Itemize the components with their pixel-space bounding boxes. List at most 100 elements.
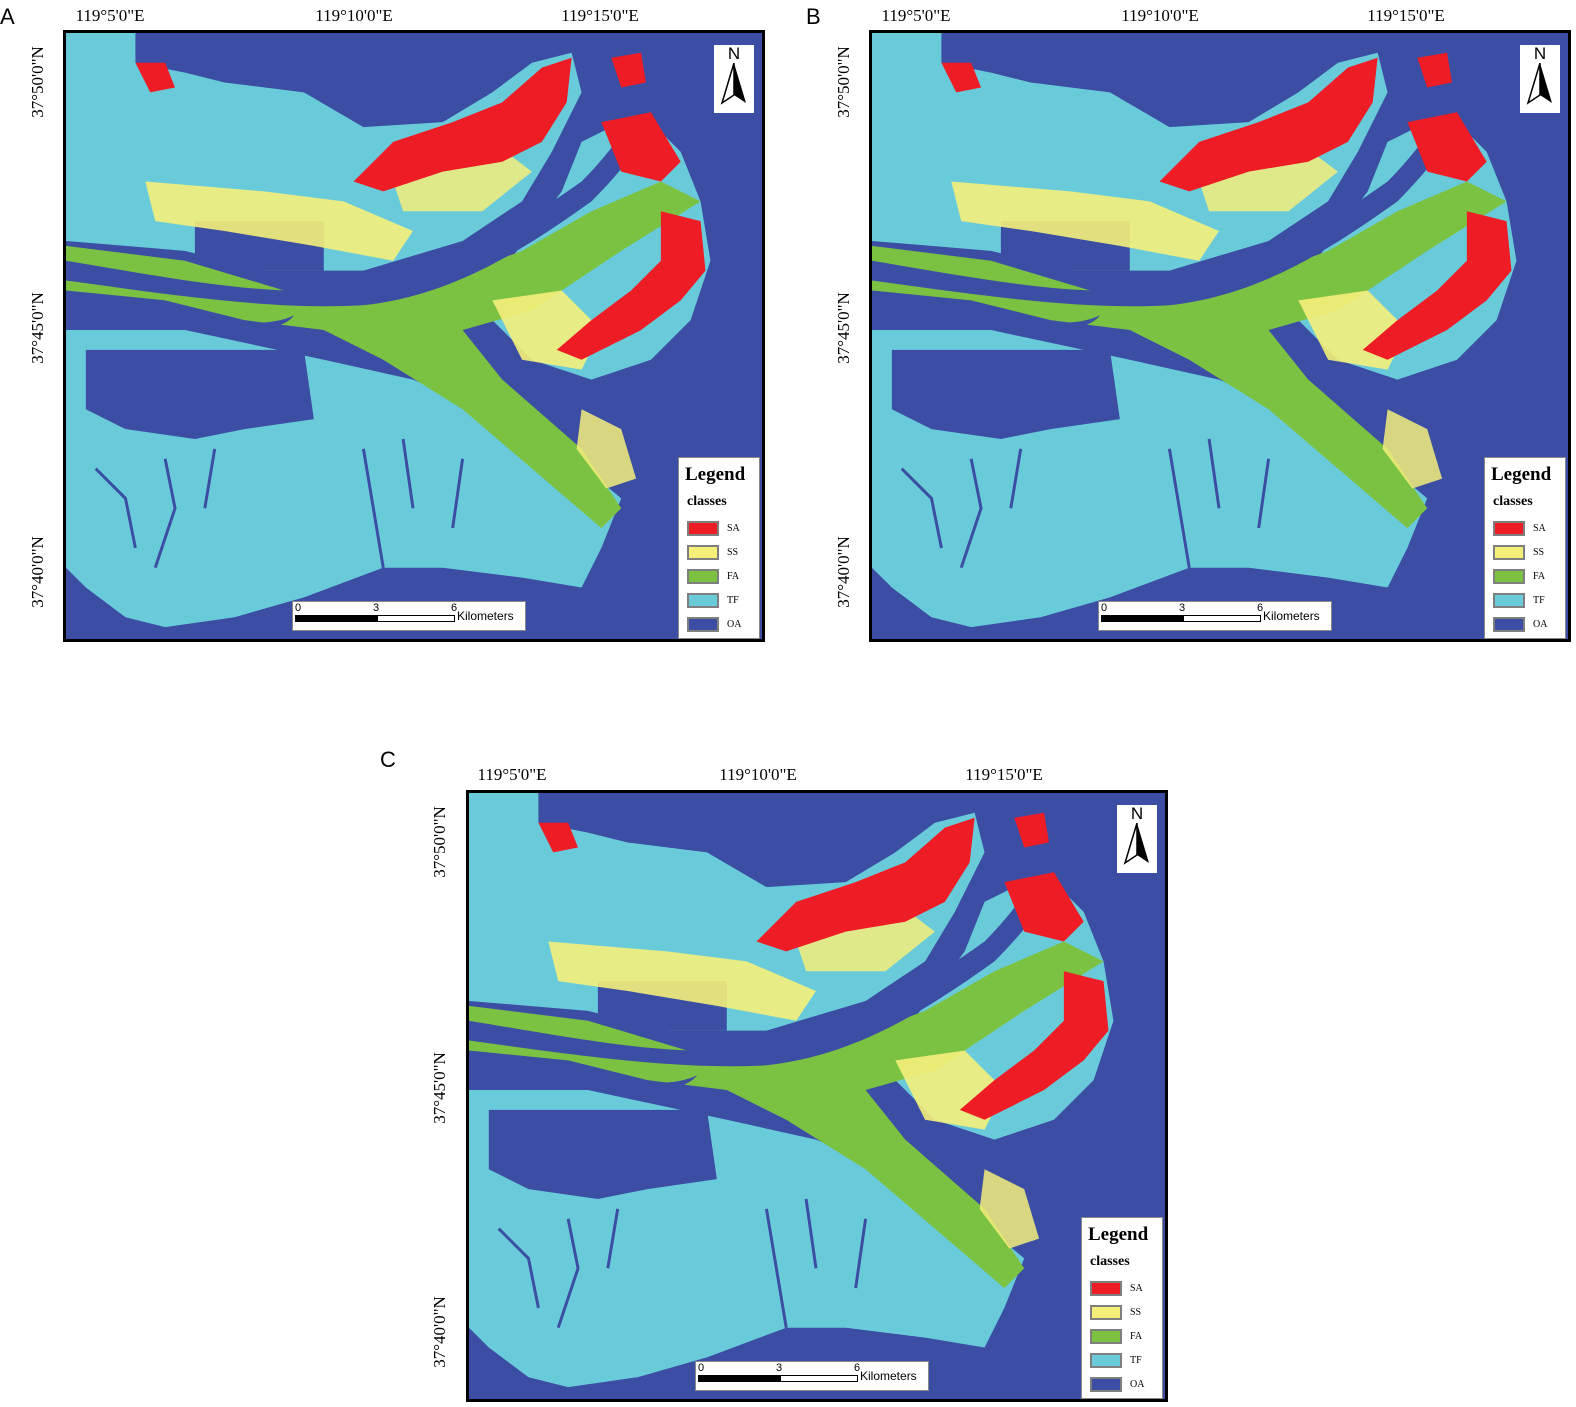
scale-tick-3: 3 (373, 602, 380, 614)
legend-swatch (1090, 1280, 1122, 1296)
north-arrow: N (1520, 45, 1560, 113)
legend-label: FA (727, 570, 740, 582)
map-frame-c: N Legend classes SA SS FA TF OA 0 (466, 790, 1168, 1402)
scale-bar: 0 3 6 Kilometers (1098, 601, 1332, 631)
lat-label-45: 37°45'0"N (429, 1052, 449, 1124)
scale-tick-0: 0 (1101, 602, 1108, 614)
north-arrow-icon (720, 62, 746, 105)
legend-label: SA (1130, 1282, 1143, 1294)
legend-label: TF (727, 594, 739, 606)
legend-item-sa: SA (1090, 1278, 1143, 1298)
legend-swatch (1493, 520, 1525, 536)
lon-label-5: 119°5'0"E (881, 6, 951, 25)
legend-title: Legend (1491, 464, 1552, 485)
lon-label-5: 119°5'0"E (477, 765, 547, 784)
lon-label-15: 119°15'0"E (561, 6, 639, 25)
legend-item-tf: TF (1090, 1350, 1142, 1370)
scale-tick-3: 3 (1179, 602, 1186, 614)
lon-label-10: 119°10'0"E (315, 6, 393, 25)
lat-label-40: 37°40'0"N (27, 536, 47, 608)
legend-swatch (1493, 592, 1525, 608)
legend-title: Legend (685, 464, 746, 485)
lon-label-15: 119°15'0"E (1367, 6, 1445, 25)
north-letter: N (1130, 804, 1144, 823)
legend-swatch (1493, 568, 1525, 584)
scale-bar-segment (1101, 615, 1183, 622)
scale-unit: Kilometers (1263, 609, 1320, 623)
legend-swatch (1090, 1328, 1122, 1344)
scale-tick-0: 0 (698, 1362, 705, 1374)
classification-map (872, 33, 1568, 639)
scale-tick-0: 0 (295, 602, 302, 614)
legend-subtitle: classes (1090, 1254, 1130, 1269)
scale-unit: Kilometers (860, 1369, 917, 1383)
legend-swatch (687, 568, 719, 584)
legend-swatch (687, 520, 719, 536)
legend: Legend classes SA SS FA TF OA (1484, 457, 1566, 639)
legend-item-fa: FA (687, 566, 739, 586)
lat-label-40: 37°40'0"N (833, 536, 853, 608)
legend-label: SA (727, 522, 740, 534)
scale-bar: 0 3 6 Kilometers (695, 1361, 929, 1391)
legend-swatch (1493, 616, 1525, 632)
scale-tick-3: 3 (776, 1362, 783, 1374)
legend-swatch (687, 592, 719, 608)
map-frame-a: N Legend classes SA SS FA TF OA 0 (63, 30, 765, 642)
scale-tick-6: 6 (451, 602, 458, 614)
legend-label: SA (1533, 522, 1546, 534)
legend-label: TF (1533, 594, 1545, 606)
legend-item-fa: FA (1090, 1326, 1142, 1346)
legend-item-oa: OA (687, 614, 741, 634)
legend: Legend classes SA SS FA TF OA (678, 457, 760, 639)
scale-bar-segment (295, 615, 377, 622)
north-letter: N (727, 44, 741, 63)
legend-item-sa: SA (687, 518, 740, 538)
lat-label-50: 37°50'0"N (429, 806, 449, 878)
legend-title: Legend (1088, 1224, 1149, 1245)
legend-label: OA (1130, 1378, 1145, 1390)
legend-item-ss: SS (687, 542, 738, 562)
legend-swatch (687, 544, 719, 560)
legend-label: SS (727, 546, 739, 558)
lat-label-45: 37°45'0"N (27, 292, 47, 364)
north-arrow: N (714, 45, 754, 113)
legend-label: FA (1130, 1330, 1143, 1342)
scale-tick-6: 6 (854, 1362, 861, 1374)
legend-item-oa: OA (1493, 614, 1547, 634)
legend-label: OA (727, 618, 742, 630)
scale-bar: 0 3 6 Kilometers (292, 601, 526, 631)
scale-unit: Kilometers (457, 609, 514, 623)
legend-item-ss: SS (1090, 1302, 1141, 1322)
legend-swatch (1090, 1376, 1122, 1392)
scale-tick-6: 6 (1257, 602, 1264, 614)
scale-bar-segment (1183, 615, 1261, 622)
lon-label-5: 119°5'0"E (75, 6, 145, 25)
legend-label: SS (1130, 1306, 1142, 1318)
legend-swatch (1090, 1352, 1122, 1368)
legend-item-fa: FA (1493, 566, 1545, 586)
legend-swatch (1090, 1304, 1122, 1320)
legend-label: SS (1533, 546, 1545, 558)
lat-label-50: 37°50'0"N (833, 46, 853, 118)
lon-label-15: 119°15'0"E (965, 765, 1043, 784)
lon-label-10: 119°10'0"E (719, 765, 797, 784)
legend-label: FA (1533, 570, 1546, 582)
lat-label-40: 37°40'0"N (429, 1296, 449, 1368)
classification-map (469, 793, 1165, 1399)
panel-letter-c: C (380, 747, 396, 772)
lat-label-45: 37°45'0"N (833, 292, 853, 364)
legend-item-sa: SA (1493, 518, 1546, 538)
scale-bar-segment (377, 615, 455, 622)
scale-bar-segment (780, 1375, 858, 1382)
legend-label: OA (1533, 618, 1548, 630)
legend-swatch (687, 616, 719, 632)
legend-label: TF (1130, 1354, 1142, 1366)
legend-item-tf: TF (1493, 590, 1545, 610)
panel-letter-a: A (0, 4, 15, 29)
legend-item-tf: TF (687, 590, 739, 610)
legend-subtitle: classes (687, 494, 727, 509)
lon-label-10: 119°10'0"E (1121, 6, 1199, 25)
legend-item-oa: OA (1090, 1374, 1144, 1394)
north-arrow-icon (1526, 62, 1552, 105)
lat-label-50: 37°50'0"N (27, 46, 47, 118)
